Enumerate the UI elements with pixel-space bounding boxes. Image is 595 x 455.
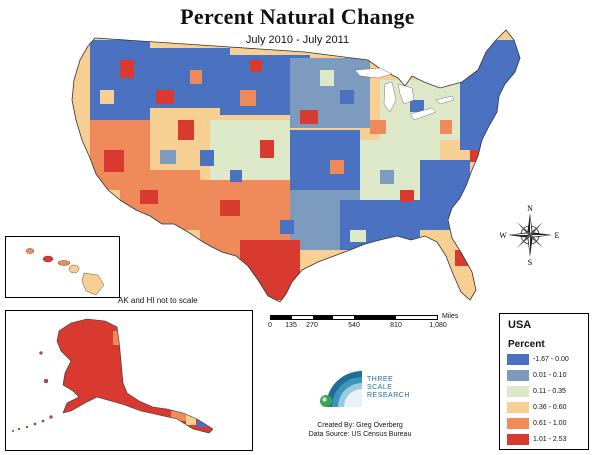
map-subtitle: July 2010 - July 2011	[245, 34, 350, 46]
us-contiguous-map	[72, 30, 520, 302]
scale-bar-graphic	[270, 315, 438, 320]
legend-item: 1.01 - 2.53	[507, 434, 566, 445]
scale-label: 1,080	[429, 322, 447, 329]
legend-swatch	[507, 370, 529, 381]
legend-label: 0.01 - 0.10	[533, 372, 567, 379]
alaska-map	[11, 318, 214, 434]
legend-title: USA	[508, 319, 532, 331]
legend-item: 0.11 - 0.35	[507, 386, 566, 397]
compass-rose-icon: N S E W	[500, 205, 560, 265]
legend-item: 0.36 - 0.60	[507, 402, 566, 413]
legend-label: 1.01 - 2.53	[533, 436, 567, 443]
legend-swatch	[507, 354, 529, 365]
scale-label: 135	[285, 322, 297, 329]
map-legend: USA Percent -1.67 - 0.00 0.01 - 0.10 0.1…	[499, 313, 589, 450]
compass-south: S	[528, 258, 532, 265]
map-title: Percent Natural Change	[180, 4, 415, 29]
legend-item: -1.67 - 0.00	[507, 354, 569, 365]
great-lakes	[354, 67, 455, 121]
legend-swatch	[507, 386, 529, 397]
compass-west: W	[500, 231, 507, 240]
legend-swatch	[507, 434, 529, 445]
scale-unit: Miles	[442, 313, 459, 320]
logo-line: RESEARCH	[367, 392, 410, 399]
legend-label: 0.36 - 0.60	[533, 404, 567, 411]
scale-label: 540	[348, 322, 360, 329]
logo-line: SCALE	[367, 384, 393, 391]
credits: Created By: Greg Overberg Data Source: U…	[290, 421, 430, 439]
legend-label: 0.61 - 1.00	[533, 420, 567, 427]
legend-item: 0.01 - 0.10	[507, 370, 566, 381]
legend-swatch	[507, 418, 529, 429]
logo-line: THREE	[367, 376, 394, 383]
compass-north: N	[527, 205, 533, 213]
three-scale-research-logo	[320, 371, 362, 407]
legend-subtitle: Percent	[508, 339, 545, 350]
legend-label: -1.67 - 0.00	[533, 356, 569, 363]
alaska-inset	[5, 310, 253, 451]
credit-source: Data Source: US Census Bureau	[308, 431, 412, 438]
hawaii-map	[25, 248, 105, 296]
scale-label: 810	[390, 322, 402, 329]
compass-east: E	[555, 231, 560, 240]
inset-scale-note: AK and HI not to scale	[118, 296, 198, 305]
hawaii-inset	[5, 236, 120, 298]
credit-author: Created By: Greg Overberg	[317, 422, 403, 429]
us-outline	[71, 29, 521, 303]
scale-bar: 0 135 270 540 810 1,080 Miles	[266, 313, 466, 343]
logo-text: THREE SCALE RESEARCH	[367, 376, 410, 400]
scale-label: 270	[306, 322, 318, 329]
legend-label: 0.11 - 0.35	[533, 388, 566, 395]
scale-label: 0	[268, 322, 272, 329]
legend-item: 0.61 - 1.00	[507, 418, 566, 429]
legend-swatch	[507, 402, 529, 413]
